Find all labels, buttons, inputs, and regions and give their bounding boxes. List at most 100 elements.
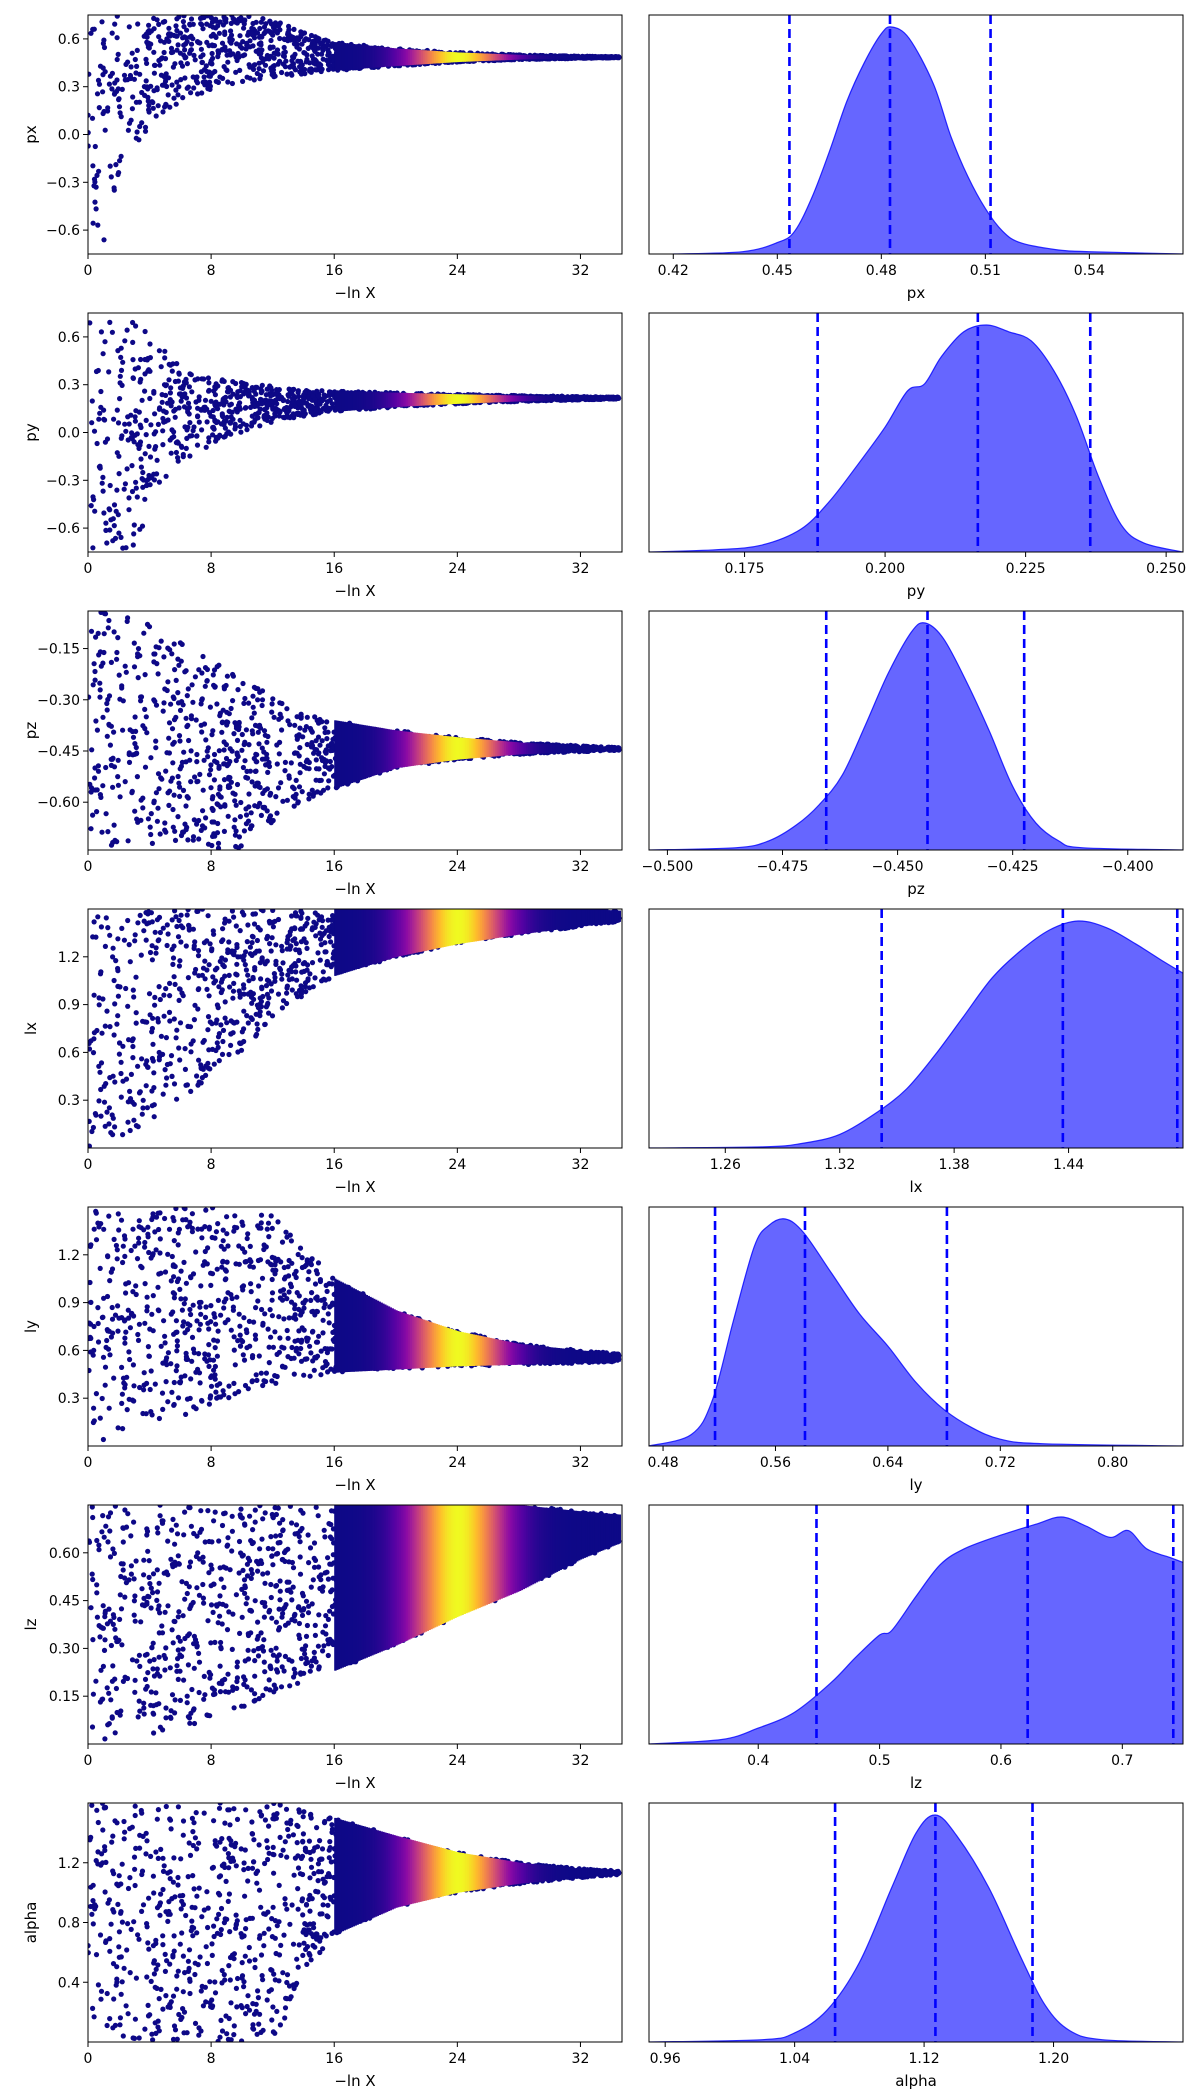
scatter-point [249,413,255,419]
scatter-point [156,57,162,64]
scatter-point [131,522,137,528]
scatter-point [288,404,294,410]
scatter-point [204,666,210,673]
scatter-point [242,52,248,58]
y-tick-label: −0.3 [46,473,80,489]
scatter-point [295,388,301,394]
weight-band-strip [603,56,607,58]
scatter-point [257,725,264,731]
weight-band-strip [465,394,468,404]
weight-band-strip [559,396,562,401]
scatter-point [251,419,257,425]
scatter-point [233,757,239,764]
scatter-point [288,34,294,40]
scatter-point [243,774,249,781]
scatter-point [214,759,220,766]
scatter-point [161,382,168,388]
x-tick-label: 32 [572,859,590,875]
scatter-point [130,375,136,381]
scatter-point [166,802,172,809]
weight-band-strip [400,48,404,66]
weight-band-strip [611,56,614,58]
weight-band-strip [347,391,350,411]
scatter-point [114,450,120,456]
weight-band-strip [445,393,448,405]
scatter-point [120,359,126,365]
scatter-point [248,404,254,410]
scatter-point [94,727,100,733]
scatter-point [169,435,175,441]
scatter-point [166,720,173,726]
scatter-point [262,732,268,738]
scatter-point [257,423,263,429]
scatter-point [224,67,230,73]
y-tick-label: 0.3 [58,80,80,96]
scatter-point [219,719,226,725]
weight-band-strip [613,56,616,58]
scatter-point [192,74,198,81]
scatter-point [176,780,182,786]
weight-band-strip [494,53,498,61]
scatter-point [238,429,244,435]
scatter-point [205,754,211,760]
weight-band-strip [404,49,407,66]
scatter-point [291,386,297,392]
scatter-point [263,21,269,27]
scatter-point [252,403,258,409]
scatter-point [272,413,278,419]
weight-band-strip [566,55,570,59]
scatter-point [297,761,303,767]
scatter-point [209,819,215,825]
scatter-point [173,101,179,107]
scatter-point [91,661,97,667]
weight-band-strip [507,54,511,60]
scatter-point [115,774,121,780]
scatter-point [268,820,274,826]
weight-band-strip [397,392,400,407]
weight-band-strip [559,55,562,59]
scatter-point [146,103,152,109]
weight-band-strip [456,737,459,760]
scatter-point [142,496,148,502]
scatter-point [190,834,197,840]
scatter-point [195,413,201,419]
scatter-point [259,745,265,751]
scatter-point [146,22,152,28]
weight-band-strip [461,737,464,760]
scatter-point [291,41,297,47]
weight-band-strip [498,740,501,757]
weight-band-strip [380,392,383,409]
scatter-point [317,399,323,405]
weight-band-strip [367,45,370,69]
scatter-point [294,736,300,742]
weight-band-strip [374,46,378,68]
scatter-point [249,385,255,391]
scatter-point [154,17,160,23]
scatter-point [173,87,179,93]
weight-band-strip [592,56,596,59]
scatter-point [170,824,176,830]
scatter-point [89,420,95,426]
scatter-point [88,112,91,118]
scatter-point [208,785,214,791]
scatter-point [270,44,276,50]
scatter-point [273,28,279,34]
scatter-point [321,771,327,777]
weight-band-strip [507,395,511,402]
scatter-point [91,26,97,32]
weight-band-strip [350,723,354,783]
scatter-point [195,91,201,97]
scatter-point [169,82,175,88]
scatter-point [154,457,160,463]
scatter-point [188,41,195,47]
scatter-point [119,382,125,388]
weight-band-strip [411,49,415,65]
scatter-point [222,17,228,23]
scatter-point [178,443,184,449]
weight-band-strip [336,42,339,71]
axes-frame [87,14,623,255]
weight-band-strip [489,740,492,757]
scatter-point [155,103,161,109]
x-tick-label: 16 [325,263,343,279]
